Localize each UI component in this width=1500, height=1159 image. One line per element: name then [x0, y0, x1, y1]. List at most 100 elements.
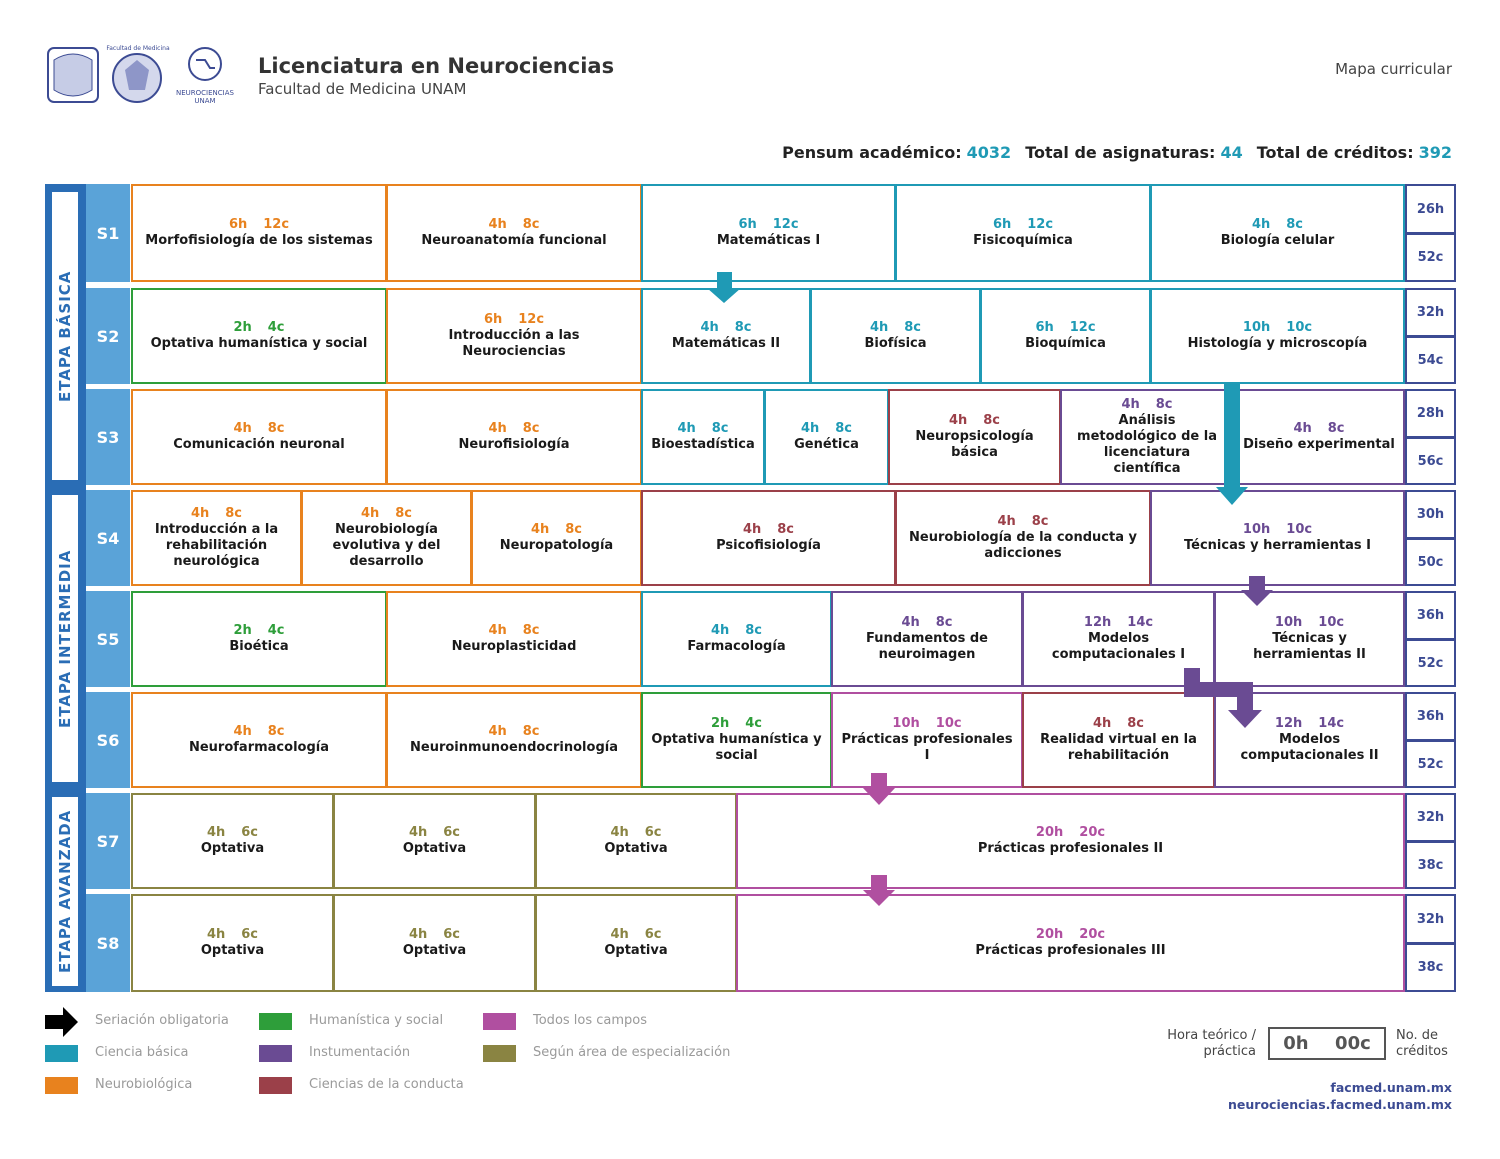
course-name: Bioestadística — [651, 437, 755, 452]
legend-label: Todos los campos — [533, 1013, 648, 1028]
stat-label: Pensum académico: — [782, 143, 962, 162]
course-cell: 4h 8c Biofísica — [810, 288, 981, 384]
course-cell: 4h 8c Genética — [764, 389, 889, 485]
course-name: Técnicas y herramientas II — [1253, 631, 1366, 662]
link: facmed.unam.mx — [1330, 1080, 1452, 1095]
course-cell: 4h 8c Realidad virtual en la rehabilitació… — [1022, 692, 1215, 788]
course-cell: 4h 6c Optativa — [131, 894, 334, 992]
subtitle: Facultad de Medicina UNAM — [258, 80, 467, 98]
course-hours-credits: 4h 6c — [610, 825, 661, 841]
course-cell: 4h 8c Neuropatología — [471, 490, 642, 586]
logo-text: UNAM — [194, 97, 215, 105]
stat-label: Total de créditos: — [1256, 143, 1414, 162]
legend-swatch — [259, 1045, 292, 1062]
course-hours-credits: 4h 6c — [207, 927, 258, 943]
total-hours: 32h — [1405, 793, 1456, 842]
legend-swatch — [259, 1077, 292, 1094]
course-hours-credits: 10h 10c — [1275, 615, 1344, 631]
total-hours: 36h — [1405, 692, 1456, 741]
course-hours-credits: 20h 20c — [1036, 927, 1105, 943]
course-hours: 4h — [408, 927, 428, 942]
course-hours-credits: 4h 8c — [488, 724, 539, 740]
course-cell: 4h 8c Neurofarmacología — [131, 692, 387, 788]
course-hours: 20h — [1035, 927, 1064, 942]
course-hours: 4h — [408, 825, 428, 840]
course-name: Modelos computacionales II — [1240, 732, 1379, 763]
course-name: Modelos computacionales I — [1051, 631, 1186, 662]
course-credits: 8c — [1327, 421, 1345, 436]
course-hours-credits: 6h 12c — [993, 217, 1053, 233]
course-hours-credits: 4h 8c — [901, 615, 952, 631]
course-hours: 4h — [1121, 397, 1140, 412]
course-hours-credits: 4h 6c — [207, 825, 258, 841]
course-cell: 4h 8c Matemáticas II — [641, 288, 811, 384]
title: Licenciatura en Neurociencias — [258, 54, 615, 78]
course-cell: 4h 8c Neurobiología de la conducta y adicc… — [895, 490, 1151, 586]
course-name: Psicofisiología — [716, 538, 821, 553]
legend-swatch — [45, 1077, 78, 1094]
course-cell: 4h 8c Comunicación neuronal — [131, 389, 387, 485]
course-cell: 4h 8c Introducción a la rehabilitación neu… — [131, 490, 302, 586]
course-hours: 4h — [1092, 716, 1112, 731]
course-credits: 10c — [1286, 522, 1313, 537]
stage-label: Etapa avanzada — [52, 797, 78, 986]
course-name: Introducción a la rehabilitación neuroló… — [154, 522, 279, 569]
course-credits: 12c — [1027, 217, 1054, 232]
course-cell: 12h 14c Modelos computacionales I — [1022, 591, 1215, 687]
total-credits: 38c — [1405, 841, 1456, 889]
legend-label: Humanística y social — [309, 1013, 444, 1028]
course-hours: 4h — [488, 623, 507, 638]
stats: Pensum académico: 4032 Total de asignatura… — [782, 143, 1452, 162]
course-name: Optativa — [402, 943, 467, 958]
course-credits: 10c — [1318, 615, 1345, 630]
course-credits: 12c — [518, 312, 545, 327]
course-name: Neuropsicología básica — [915, 429, 1034, 460]
key-left-label: Hora teórico / práctica — [1167, 1028, 1256, 1059]
course-credits: 8c — [835, 421, 853, 436]
course-hours-credits: 4h 8c — [870, 320, 921, 336]
course-cell: 4h 8c Neuroanatomía funcional — [386, 184, 642, 282]
course-hours: 10h — [892, 716, 920, 731]
course-hours: 4h — [869, 320, 889, 335]
course-name: Fisicoquímica — [973, 233, 1073, 248]
course-hours-credits: 4h 8c — [700, 320, 751, 336]
course-hours: 2h — [233, 320, 252, 335]
course-name: Optativa — [604, 943, 668, 958]
course-hours: 6h — [1035, 320, 1054, 335]
course-hours: 4h — [700, 320, 719, 335]
legend-swatch — [483, 1045, 516, 1062]
total-hours: 26h — [1405, 184, 1456, 234]
course-credits: 14c — [1318, 716, 1345, 731]
course-credits: 8c — [267, 724, 285, 739]
semester-label: S2 — [86, 288, 130, 384]
course-cell: 4h 6c Optativa — [131, 793, 334, 889]
key-hours: 0h — [1283, 1033, 1309, 1054]
course-cell: 4h 6c Optativa — [333, 793, 536, 889]
legend-swatch — [483, 1013, 516, 1030]
course-name: Optativa humanística y social — [651, 732, 822, 763]
course-credits: 20c — [1079, 927, 1106, 942]
course-name: Prácticas profesionales II — [977, 841, 1164, 856]
course-hours: 4h — [742, 522, 762, 537]
course-cell: 4h 8c Fundamentos de neuroimagen — [831, 591, 1023, 687]
total-credits: 50c — [1405, 538, 1456, 586]
course-credits: 8c — [1031, 514, 1049, 529]
course-cell: 4h 6c Optativa — [333, 894, 536, 992]
course-name: Neurofarmacología — [188, 740, 329, 755]
course-credits: 8c — [225, 506, 243, 521]
course-hours-credits: 4h 8c — [949, 413, 1000, 429]
course-hours: 4h — [948, 413, 968, 428]
doc-label: Mapa curricular — [1335, 60, 1452, 78]
course-hours: 4h — [800, 421, 820, 436]
semester-label: S7 — [86, 793, 130, 889]
total-hours: 28h — [1405, 389, 1456, 438]
course-credits: 8c — [1127, 716, 1145, 731]
unam-logo — [47, 47, 99, 103]
course-hours: 4h — [901, 615, 920, 630]
course-hours-credits: 4h 8c — [1293, 421, 1344, 437]
course-name: Prácticas profesionales I — [841, 732, 1013, 763]
course-hours: 6h — [228, 217, 248, 232]
total-credits: 54c — [1405, 336, 1456, 384]
